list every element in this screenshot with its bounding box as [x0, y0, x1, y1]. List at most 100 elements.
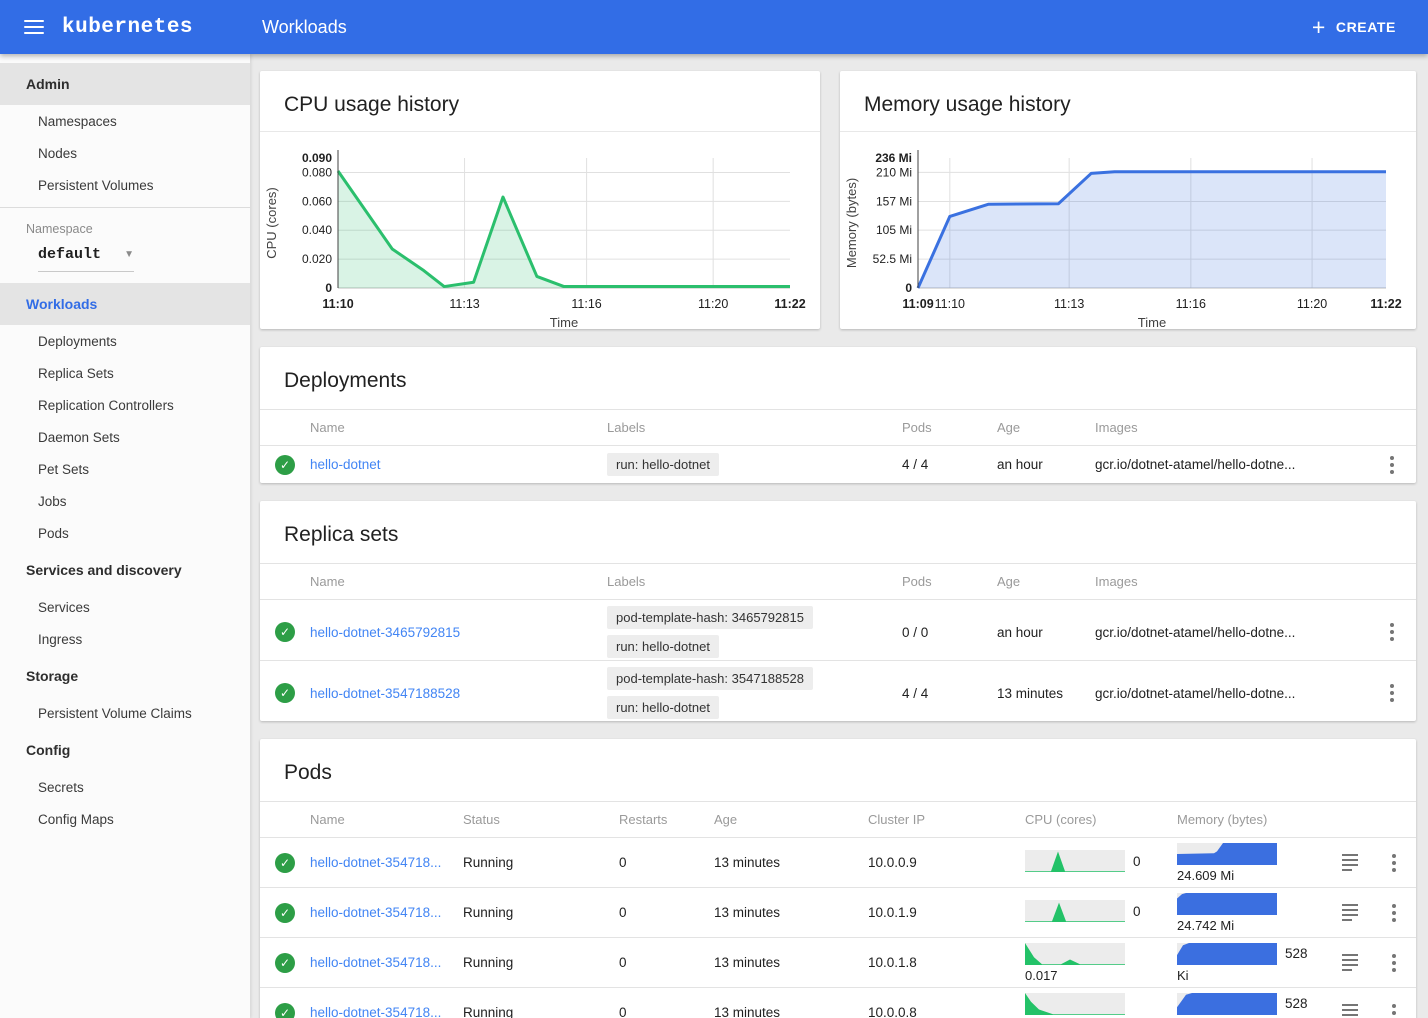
svg-text:0.080: 0.080	[302, 165, 332, 179]
svg-text:52.5 Mi: 52.5 Mi	[873, 252, 912, 266]
image-value: gcr.io/dotnet-atamel/hello-dotne...	[1095, 685, 1296, 701]
sidebar-item-deployments[interactable]: Deployments	[38, 333, 117, 349]
pod-name-link[interactable]: hello-dotnet-354718...	[310, 955, 442, 970]
svg-text:0.090: 0.090	[302, 151, 332, 165]
row-menu-icon[interactable]	[1384, 678, 1400, 708]
sidebar-item-secrets[interactable]: Secrets	[38, 779, 84, 795]
deployments-card: Deployments Name Labels Pods Age Images …	[260, 347, 1416, 483]
col-header-pods: Pods	[902, 574, 932, 589]
svg-text:11:22: 11:22	[1370, 297, 1401, 311]
memory-value: 528	[1285, 996, 1308, 1011]
status-ok-icon: ✓	[275, 683, 295, 703]
pod-name-link[interactable]: hello-dotnet-354718...	[310, 1005, 442, 1018]
memory-usage-card: Memory usage history 0 52.5 Mi 105 Mi 157 M…	[840, 71, 1416, 330]
sidebar-item-persistent-volume-claims[interactable]: Persistent Volume Claims	[38, 705, 192, 721]
svg-text:11:16: 11:16	[1176, 297, 1206, 311]
cpu-value: 0	[1133, 903, 1141, 919]
memory-metric: 24.742 Mi	[1177, 892, 1328, 933]
memory-value-below: Ki	[1177, 967, 1189, 983]
age-value: 13 minutes	[997, 685, 1064, 701]
sidebar-item-pet-sets[interactable]: Pet Sets	[38, 461, 90, 477]
logs-icon[interactable]	[1338, 900, 1362, 925]
chevron-down-icon: ▼	[124, 249, 134, 260]
table-row: ✓ hello-dotnet-354718... Running 0 13 mi…	[260, 937, 1416, 987]
svg-text:11:20: 11:20	[1297, 297, 1327, 311]
label-chip: run: hello-dotnet	[607, 453, 719, 476]
svg-text:11:13: 11:13	[1054, 297, 1084, 311]
sidebar-section-config: Config	[26, 742, 71, 758]
row-menu-icon[interactable]	[1384, 450, 1400, 480]
cpu-metric: 0.017	[1025, 942, 1177, 983]
pods-count: 4 / 4	[902, 457, 929, 472]
status-ok-icon: ✓	[275, 1002, 295, 1018]
sidebar-item-services[interactable]: Services	[38, 599, 90, 615]
memory-value-below: 24.742 Mi	[1177, 917, 1235, 933]
sidebar-item-persistent-volumes[interactable]: Persistent Volumes	[38, 177, 154, 193]
svg-text:Memory (bytes): Memory (bytes)	[844, 178, 859, 268]
hamburger-menu-icon[interactable]	[24, 20, 44, 34]
pod-status: Running	[463, 905, 514, 920]
sidebar-section-admin[interactable]: Admin	[0, 63, 250, 105]
col-header-pods: Pods	[902, 420, 932, 435]
sidebar-item-namespaces[interactable]: Namespaces	[38, 113, 117, 129]
svg-text:105 Mi: 105 Mi	[876, 223, 912, 237]
create-button[interactable]: + CREATE	[1306, 16, 1402, 39]
svg-text:210 Mi: 210 Mi	[876, 165, 912, 179]
replica-sets-title: Replica sets	[284, 523, 399, 546]
sidebar-item-replica-sets[interactable]: Replica Sets	[38, 365, 114, 381]
image-value: gcr.io/dotnet-atamel/hello-dotne...	[1095, 457, 1296, 472]
table-row: ✓ hello-dotnet-354718... Running 0 13 mi…	[260, 987, 1416, 1018]
deployment-name-link[interactable]: hello-dotnet	[310, 457, 381, 472]
pods-title: Pods	[284, 761, 332, 784]
row-menu-icon[interactable]	[1384, 617, 1400, 647]
logs-icon[interactable]	[1338, 1000, 1362, 1018]
table-row: ✓ hello-dotnet-3547188528 pod-template-h…	[260, 660, 1416, 721]
logs-icon[interactable]	[1338, 950, 1362, 975]
col-header-labels: Labels	[607, 420, 646, 435]
image-value: gcr.io/dotnet-atamel/hello-dotne...	[1095, 624, 1296, 640]
svg-text:157 Mi: 157 Mi	[876, 195, 912, 209]
sidebar-item-daemon-sets[interactable]: Daemon Sets	[38, 429, 120, 445]
sidebar-item-ingress[interactable]: Ingress	[38, 631, 83, 647]
row-menu-icon[interactable]	[1386, 948, 1402, 978]
sidebar-item-pods[interactable]: Pods	[38, 525, 69, 541]
main-content: CPU usage history 0 0.020 0.040 0.060 0.080 0…	[250, 54, 1428, 1018]
col-header-cpu: CPU (cores)	[1025, 812, 1097, 827]
sidebar-item-config-maps[interactable]: Config Maps	[38, 811, 114, 827]
sidebar-divider	[0, 207, 250, 208]
sidebar-item-replication-controllers[interactable]: Replication Controllers	[38, 397, 174, 413]
pod-age: 13 minutes	[714, 855, 781, 870]
label-chip: run: hello-dotnet	[607, 696, 719, 719]
replica-set-name-link[interactable]: hello-dotnet-3547188528	[310, 685, 461, 701]
deployments-title: Deployments	[284, 369, 407, 392]
pods-card: Pods Name Status Restarts Age Cluster IP…	[260, 739, 1416, 1018]
logs-icon[interactable]	[1338, 850, 1362, 875]
svg-text:Time: Time	[550, 315, 578, 330]
cpu-value-below: 0.017	[1025, 967, 1058, 983]
memory-metric: 24.609 Mi	[1177, 842, 1328, 883]
col-header-name: Name	[310, 420, 345, 435]
pod-name-link[interactable]: hello-dotnet-354718...	[310, 905, 442, 920]
pods-count: 0 / 0	[902, 624, 929, 640]
row-menu-icon[interactable]	[1386, 998, 1402, 1018]
pod-cluster-ip: 10.0.0.8	[868, 1005, 917, 1018]
sidebar-section-workloads[interactable]: Workloads	[0, 283, 250, 325]
app-logo[interactable]: kubernetes	[62, 15, 194, 39]
label-chip: pod-template-hash: 3465792815	[607, 606, 813, 629]
row-menu-icon[interactable]	[1386, 898, 1402, 928]
row-menu-icon[interactable]	[1386, 848, 1402, 878]
sidebar-item-nodes[interactable]: Nodes	[38, 145, 78, 161]
svg-text:0.060: 0.060	[302, 194, 332, 208]
svg-text:11:22: 11:22	[774, 297, 805, 311]
sidebar-item-jobs[interactable]: Jobs	[38, 493, 67, 509]
replica-set-name-link[interactable]: hello-dotnet-3465792815	[310, 624, 461, 640]
pod-restarts: 0	[619, 1005, 627, 1018]
sidebar-section-storage: Storage	[26, 668, 79, 684]
pod-name-link[interactable]: hello-dotnet-354718...	[310, 855, 442, 870]
app-header: kubernetes Workloads + CREATE	[0, 0, 1428, 54]
svg-text:Time: Time	[1138, 315, 1166, 330]
svg-text:CPU (cores): CPU (cores)	[264, 187, 279, 259]
svg-text:11:16: 11:16	[571, 297, 601, 311]
namespace-select[interactable]: default ▼	[38, 246, 134, 272]
